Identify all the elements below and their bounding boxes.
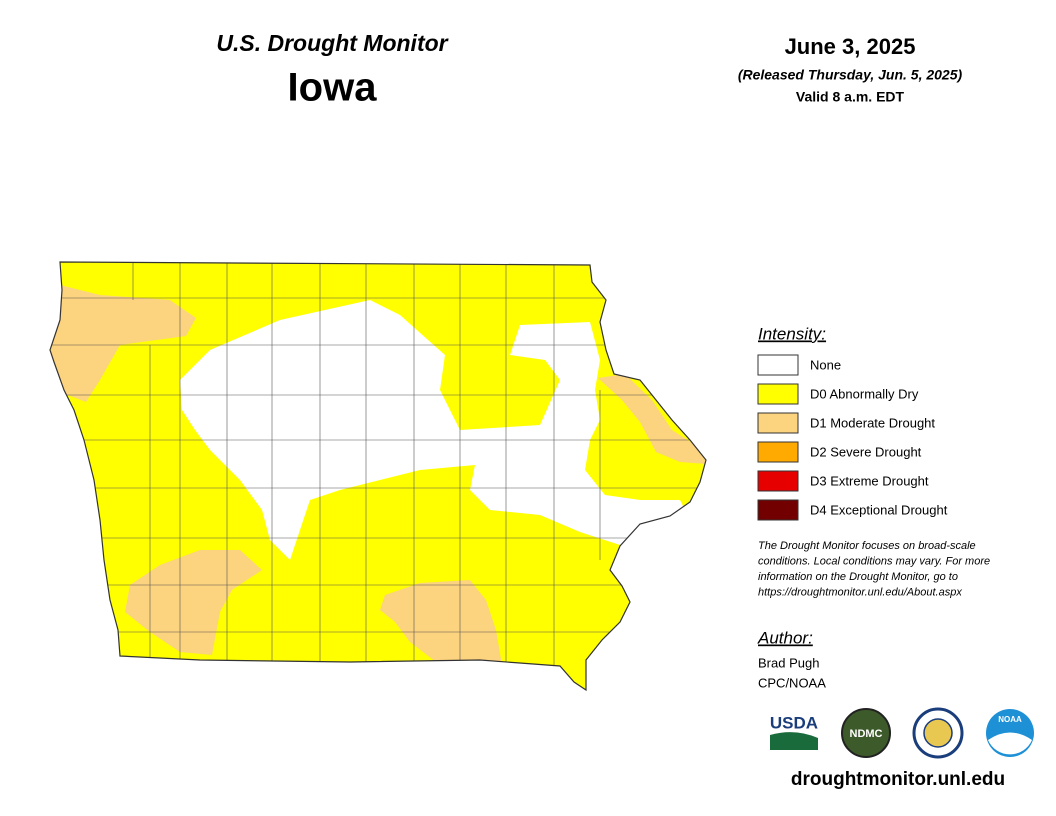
valid: Valid 8 a.m. EDT	[796, 89, 905, 105]
legend-label: D1 Moderate Drought	[810, 415, 935, 430]
region-d1	[380, 580, 502, 665]
legend-swatch	[757, 383, 799, 405]
region-d1	[598, 374, 706, 464]
legend-title: Intensity:	[758, 324, 826, 343]
region-d1	[50, 285, 196, 402]
author-title: Author:	[757, 628, 813, 647]
region-d1	[125, 550, 262, 655]
released: (Released Thursday, Jun. 5, 2025)	[738, 67, 963, 83]
doc-seal-center	[923, 718, 953, 748]
legend-label: D0 Abnormally Dry	[810, 386, 919, 401]
usda-field	[770, 732, 818, 750]
legend-swatch	[757, 441, 799, 463]
region-none	[180, 300, 690, 560]
map	[50, 262, 706, 690]
author-org: CPC/NOAA	[758, 675, 826, 690]
subtitle: U.S. Drought Monitor	[216, 30, 448, 56]
legend-swatch	[757, 470, 799, 492]
title: Iowa	[288, 66, 378, 110]
county-lines	[50, 262, 706, 665]
author-name: Brad Pugh	[758, 655, 819, 670]
legend: None D0 Abnormally Dry D1 Moderate Drought…	[757, 354, 948, 521]
date: June 3, 2025	[785, 34, 916, 59]
note-line: https://droughtmonitor.unl.edu/About.asp…	[758, 586, 962, 598]
note-line: information on the Drought Monitor, go t…	[758, 571, 958, 583]
legend-label: None	[810, 357, 841, 372]
logos: USDA NDMC NOAA	[770, 707, 1034, 759]
logo-ndmc: NDMC	[850, 728, 883, 740]
logo-usda: USDA	[770, 713, 818, 732]
legend-label: D2 Severe Drought	[810, 444, 922, 459]
legend-swatch	[757, 412, 799, 434]
url[interactable]: droughtmonitor.unl.edu	[791, 769, 1005, 790]
noaa-wave	[988, 732, 1032, 755]
ndmc-badge	[841, 708, 891, 758]
logo-noaa: NOAA	[998, 715, 1022, 724]
legend-label: D4 Exceptional Drought	[810, 502, 948, 517]
note-line: conditions. Local conditions may vary. F…	[758, 555, 990, 567]
legend-label: D3 Extreme Drought	[810, 473, 929, 488]
note-line: The Drought Monitor focuses on broad-sca…	[758, 540, 976, 552]
legend-swatch	[757, 499, 799, 521]
note: The Drought Monitor focuses on broad-sca…	[758, 540, 990, 599]
legend-swatch	[757, 354, 799, 376]
